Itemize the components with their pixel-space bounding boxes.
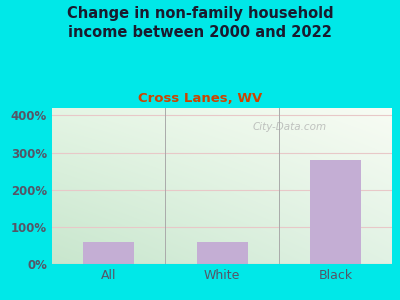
Text: Cross Lanes, WV: Cross Lanes, WV	[138, 92, 262, 104]
Bar	[83, 242, 134, 264]
Text: City-Data.com: City-Data.com	[253, 122, 327, 132]
Bar	[310, 160, 361, 264]
Bar	[196, 242, 248, 264]
Text: Change in non-family household
income between 2000 and 2022: Change in non-family household income be…	[67, 6, 333, 40]
